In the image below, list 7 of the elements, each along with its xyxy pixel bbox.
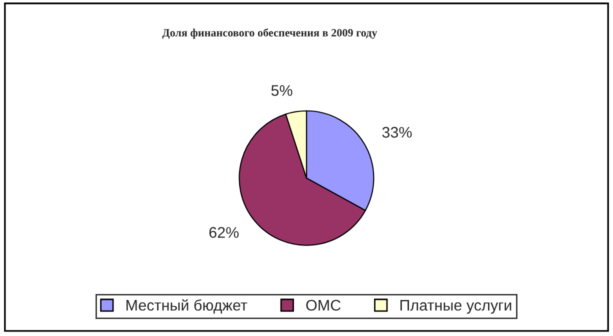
data-label: 33% (382, 126, 412, 138)
legend-label: Платные услуги (400, 300, 512, 314)
data-label: 5% (271, 85, 292, 96)
chart-title: Доля финансового обеспечения в 2009 году (162, 28, 378, 39)
legend-label: ОМС (306, 300, 341, 311)
data-label: 62% (209, 227, 239, 238)
legend-label: Местный бюджет (126, 299, 248, 314)
